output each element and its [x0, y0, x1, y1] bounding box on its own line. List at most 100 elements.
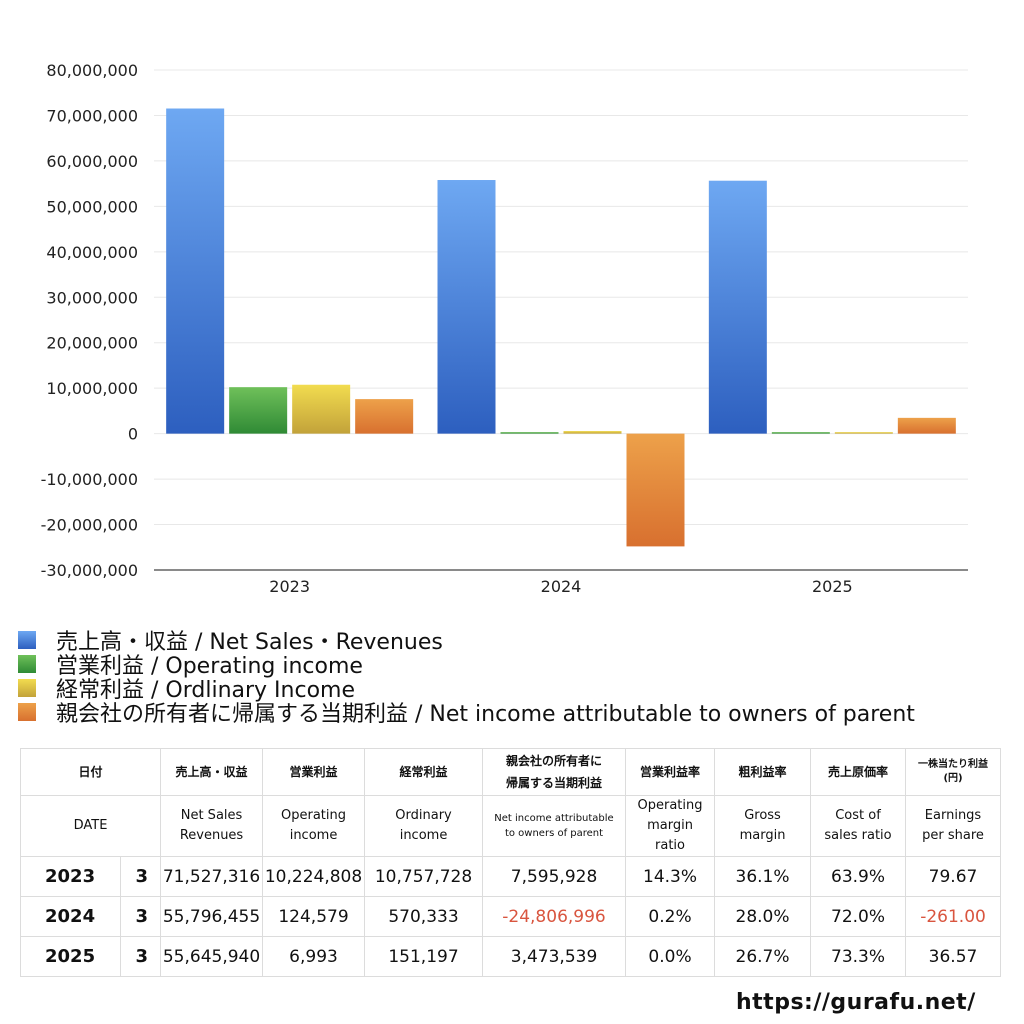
cell-ord: 10,757,728 [364, 856, 484, 897]
y-tick-label: 0 [128, 425, 138, 444]
y-tick-label: 10,000,000 [46, 379, 138, 398]
x-tick-label: 2025 [812, 577, 853, 596]
bar-2024-series-0 [437, 180, 496, 434]
header-gm-jp: 粗利益率 [714, 748, 812, 796]
legend-label-net-sales: 売上高・収益 / Net Sales・Revenues [56, 630, 443, 655]
bar-2023-series-0 [166, 108, 225, 434]
table-row-2025: 2025 3 55,645,940 6,993 151,197 3,473,53… [20, 936, 1002, 977]
x-tick-label: 2024 [541, 577, 582, 596]
header-date-jp: 日付 [19, 748, 162, 796]
legend-label-ordinary-income: 経常利益 / Ordlinary Income [56, 678, 355, 703]
chart-grid [154, 69, 968, 571]
header-op-en: Operating income [262, 795, 366, 857]
cell-eps: 36.57 [905, 936, 1002, 977]
cell-year: 2024 [20, 896, 121, 937]
bar-2024-series-1 [500, 432, 559, 434]
table-row-2023: 2023 3 71,527,316 10,224,808 10,757,728 … [20, 856, 1002, 897]
chart-bars [166, 108, 956, 547]
cell-net: -24,806,996 [482, 896, 627, 937]
bar-2025-series-3 [897, 417, 956, 434]
chart-legend: 売上高・収益 / Net Sales・Revenues 営業利益 / Opera… [18, 628, 1018, 727]
legend-label-net-income: 親会社の所有者に帰属する当期利益 / Net income attributab… [56, 702, 915, 727]
bar-2024-series-3 [626, 433, 685, 547]
cell-eps: -261.00 [905, 896, 1002, 937]
table-header-jp: 日付 売上高・収益 営業利益 経常利益 親会社の所有者に 帰属する当期利益 営業利… [19, 748, 1002, 796]
cell-eps: 79.67 [905, 856, 1002, 897]
legend-swatch-ordinary-income [18, 679, 36, 697]
y-tick-label: -20,000,000 [41, 516, 138, 535]
header-cos-en: Cost of sales ratio [810, 795, 907, 857]
header-cos-jp: 売上原価率 [810, 748, 907, 796]
financial-data-table: 日付 売上高・収益 営業利益 経常利益 親会社の所有者に 帰属する当期利益 営業利… [19, 748, 1002, 977]
cell-op: 10,224,808 [262, 856, 366, 897]
cell-gm: 36.1% [714, 856, 812, 897]
header-sales-jp: 売上高・収益 [160, 748, 264, 796]
y-tick-label: 70,000,000 [46, 106, 138, 125]
bar-2025-series-2 [834, 432, 893, 434]
cell-opm: 0.2% [625, 896, 716, 937]
legend-item-net-sales: 売上高・収益 / Net Sales・Revenues [18, 628, 1018, 655]
legend-swatch-operating-income [18, 655, 36, 673]
y-tick-label: 20,000,000 [46, 334, 138, 353]
y-tick-label: 60,000,000 [46, 152, 138, 171]
cell-net: 3,473,539 [482, 936, 627, 977]
cell-sales: 71,527,316 [160, 856, 264, 897]
cell-gm: 26.7% [714, 936, 812, 977]
x-tick-label: 2023 [269, 577, 310, 596]
header-net-en: Net income attributable to owners of pare… [482, 795, 627, 857]
cell-cos: 72.0% [810, 896, 907, 937]
cell-month: 3 [119, 936, 162, 977]
bar-2024-series-2 [563, 431, 622, 434]
cell-net: 7,595,928 [482, 856, 627, 897]
table-row-2024: 2024 3 55,796,455 124,579 570,333 -24,80… [20, 896, 1002, 937]
cell-op: 6,993 [262, 936, 366, 977]
header-net-jp: 親会社の所有者に 帰属する当期利益 [482, 748, 627, 796]
header-ord-jp: 経常利益 [364, 748, 484, 796]
header-gm-en: Gross margin [714, 795, 812, 857]
bar-2023-series-1 [229, 387, 288, 434]
header-opm-en: Operating margin ratio [625, 795, 716, 857]
table-header-en: DATE Net Sales Revenues Operating income O… [19, 795, 1002, 857]
cell-sales: 55,796,455 [160, 896, 264, 937]
y-tick-label: 30,000,000 [46, 288, 138, 307]
cell-opm: 0.0% [625, 936, 716, 977]
y-tick-label: 40,000,000 [46, 243, 138, 262]
header-eps-jp: 一株当たり利益 (円) [905, 748, 1002, 796]
header-eps-en: Earnings per share [905, 795, 1002, 857]
cell-year: 2023 [20, 856, 121, 897]
legend-item-ordinary-income: 経常利益 / Ordlinary Income [18, 676, 1018, 703]
cell-cos: 73.3% [810, 936, 907, 977]
bar-2025-series-0 [708, 180, 767, 434]
cell-opm: 14.3% [625, 856, 716, 897]
x-axis-ticks: 2023 2024 2025 [269, 577, 852, 596]
header-date-en: DATE [19, 795, 162, 857]
header-sales-en: Net Sales Revenues [160, 795, 264, 857]
header-opm-jp: 営業利益率 [625, 748, 716, 796]
y-axis-ticks: 80,000,000 70,000,000 60,000,000 50,000,000… [41, 61, 138, 580]
y-tick-label: -10,000,000 [41, 470, 138, 489]
cell-op: 124,579 [262, 896, 366, 937]
y-tick-label: 80,000,000 [46, 61, 138, 80]
cell-gm: 28.0% [714, 896, 812, 937]
bar-chart: 80,000,000 70,000,000 60,000,000 50,000,000… [41, 61, 968, 596]
legend-swatch-net-sales [18, 631, 36, 649]
cell-year: 2025 [20, 936, 121, 977]
header-op-jp: 営業利益 [262, 748, 366, 796]
legend-swatch-net-income [18, 703, 36, 721]
cell-sales: 55,645,940 [160, 936, 264, 977]
legend-label-operating-income: 営業利益 / Operating income [56, 654, 363, 679]
bar-2023-series-3 [355, 399, 414, 434]
y-tick-label: -30,000,000 [41, 561, 138, 580]
bar-2023-series-2 [292, 384, 351, 434]
header-ord-en: Ordinary income [364, 795, 484, 857]
cell-ord: 570,333 [364, 896, 484, 937]
cell-month: 3 [119, 856, 162, 897]
cell-cos: 63.9% [810, 856, 907, 897]
legend-item-operating-income: 営業利益 / Operating income [18, 652, 1018, 679]
bar-2025-series-1 [771, 432, 830, 434]
y-tick-label: 50,000,000 [46, 197, 138, 216]
cell-ord: 151,197 [364, 936, 484, 977]
legend-item-net-income: 親会社の所有者に帰属する当期利益 / Net income attributab… [18, 700, 1018, 727]
site-url[interactable]: https://gurafu.net/ [736, 990, 976, 1015]
cell-month: 3 [119, 896, 162, 937]
